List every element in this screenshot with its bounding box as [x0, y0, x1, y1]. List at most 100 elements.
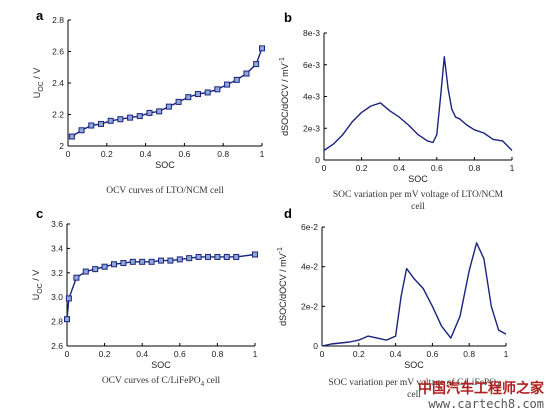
y-axis-label: UOC / V [31, 270, 44, 301]
x-tick-label: 0.2 [101, 149, 113, 159]
panel-letter: b [284, 10, 292, 25]
y-axis-label-sup: -1 [279, 57, 286, 63]
chart-caption-sub: 4 [496, 382, 500, 390]
y-tick-label: 2e-2 [301, 301, 318, 311]
panel-letter: c [36, 206, 43, 221]
data-point [129, 258, 136, 265]
y-tick-label: 2e-3 [303, 123, 320, 133]
data-point [101, 263, 108, 270]
y-tick-label: 3.2 [51, 268, 63, 278]
data-point [92, 266, 99, 273]
y-tick-label: 2.8 [52, 15, 64, 25]
data-point [120, 260, 127, 267]
data-point [88, 122, 95, 129]
data-point [117, 116, 124, 123]
data-point [205, 253, 211, 260]
y-tick-label: 6e-3 [303, 60, 320, 70]
data-point [68, 133, 75, 140]
x-axis-label: SOC [155, 160, 175, 170]
x-axis-label: SOC [408, 174, 428, 184]
panel-letter: a [36, 8, 44, 23]
x-tick-label: 0.8 [463, 349, 475, 359]
chart-panel-c: c 0 0.2 0.4 0.6 0.8 1 2.6 2.8 3.0 3.2 3.4 3.6 SOC UOC … [31, 206, 258, 388]
y-tick-label: 3.0 [51, 292, 63, 302]
y-tick-label: 2.8 [51, 317, 63, 327]
y-axis-label-sub: OC [38, 81, 45, 92]
x-tick-label: 0.4 [390, 349, 402, 359]
y-tick-label: 3.6 [51, 219, 63, 229]
x-tick-label: 1 [260, 149, 265, 159]
series-line [323, 56, 513, 152]
data-point [243, 70, 250, 77]
x-tick-label: 0.4 [136, 349, 148, 359]
watermark-text: 中国汽车工程师之家 [418, 381, 544, 398]
data-point [259, 45, 265, 52]
x-tick-label: 0.6 [178, 149, 190, 159]
y-tick-label: 4e-3 [303, 92, 320, 102]
chart-caption-sub: 4 [201, 380, 205, 388]
data-point [165, 103, 172, 110]
chart-caption: SOC variation per mV voltage of LTO/NCM [333, 189, 504, 200]
x-tick-label: 0 [320, 349, 325, 359]
data-point [107, 117, 114, 124]
y-axis-label-main: U [32, 92, 42, 99]
data-point [146, 109, 153, 116]
data-point [136, 113, 143, 120]
data-point [253, 61, 260, 68]
y-axis-label-unit: / V [32, 68, 42, 82]
chart-caption-line2: cell [411, 202, 425, 212]
data-point [78, 127, 85, 134]
data-point [223, 253, 230, 260]
chart-panel-b: b 0 0.2 0.4 0.6 0.8 1 0 2e-3 4e-3 6e-3 8e-3 SOC dSOC/… [279, 10, 515, 212]
x-tick-label: 1 [504, 349, 509, 359]
data-point [148, 258, 155, 265]
data-point [214, 86, 221, 93]
x-axis-label: SOC [404, 360, 424, 370]
y-tick-label: 2.4 [52, 78, 64, 88]
y-axis-label: dSOC/dOCV / mV-1 [277, 247, 288, 326]
x-tick-label: 0 [66, 149, 71, 159]
chart-caption-tail: cell [204, 376, 220, 386]
chart-caption: OCV curves of LTO/NCM cell [106, 185, 224, 196]
x-tick-label: 0.2 [356, 163, 368, 173]
data-point [185, 94, 192, 101]
data-point [204, 89, 211, 96]
x-axis-label: SOC [151, 360, 171, 370]
y-tick-label: 8e-3 [303, 28, 320, 38]
x-tick-label: 0.4 [140, 149, 152, 159]
data-point [224, 81, 231, 88]
series-line [66, 253, 256, 320]
data-point [175, 98, 182, 105]
x-tick-label: 0.2 [99, 349, 111, 359]
x-tick-label: 0.2 [353, 349, 365, 359]
data-point [167, 257, 174, 264]
data-point [158, 257, 164, 264]
data-point [233, 253, 240, 260]
x-tick-label: 0 [65, 349, 70, 359]
y-axis-label-main: dSOC/dOCV / mV [280, 63, 290, 136]
chart-caption-line2: cell [407, 390, 421, 400]
data-point [176, 256, 183, 263]
data-point [65, 295, 72, 302]
x-tick-label: 0.8 [468, 163, 480, 173]
data-point [194, 91, 201, 98]
data-point [97, 120, 104, 127]
y-axis-label: UOC / V [32, 68, 45, 99]
chart-caption: OCV curves of C/LiFePO4 cell [102, 375, 221, 388]
x-tick-label: 0.6 [174, 349, 186, 359]
data-point [233, 76, 240, 83]
data-point [82, 268, 89, 275]
y-tick-label: 2.2 [52, 110, 64, 120]
y-tick-label: 3.4 [51, 243, 63, 253]
y-tick-label: 0 [313, 341, 318, 351]
data-point [139, 258, 146, 265]
x-tick-label: 0.8 [217, 149, 229, 159]
x-tick-label: 0 [322, 163, 327, 173]
data-point [186, 255, 193, 262]
y-axis-label-sup: -1 [277, 247, 284, 253]
panel-letter: d [284, 206, 292, 221]
data-point [64, 316, 70, 323]
y-tick-label: 2.6 [52, 47, 64, 57]
